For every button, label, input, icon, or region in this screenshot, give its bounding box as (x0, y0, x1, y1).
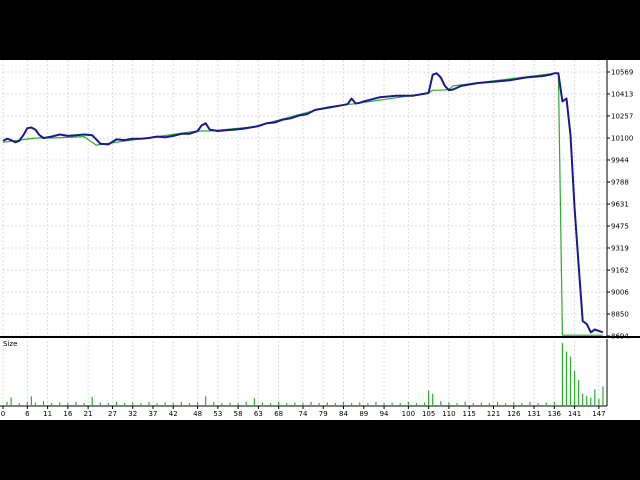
x-tick-label: 6 (25, 410, 30, 418)
x-tick-label: 147 (592, 410, 605, 418)
x-tick-label: 21 (84, 410, 93, 418)
y-tick-label: 10100 (611, 135, 633, 143)
series-lines (2, 72, 604, 336)
x-tick-label: 11 (43, 410, 52, 418)
x-tick-label: 27 (108, 410, 117, 418)
y-tick-label: 10413 (611, 90, 633, 98)
x-tick-label: 32 (128, 410, 137, 418)
y-tick-label: 10257 (611, 112, 633, 120)
x-tick-label: 74 (299, 410, 308, 418)
x-tick-label: 48 (193, 410, 202, 418)
y-tick-label: 9319 (611, 245, 629, 253)
x-tick-label: 58 (234, 410, 243, 418)
size-panel-label: Size (3, 340, 17, 348)
x-tick-label: 100 (402, 410, 415, 418)
x-tick-label: 136 (548, 410, 562, 418)
x-tick-label: 131 (527, 410, 540, 418)
x-tick-label: 53 (213, 410, 222, 418)
y-tick-label: 9006 (611, 289, 629, 297)
x-tick-label: 42 (169, 410, 178, 418)
y-axis-ticks: 10569 10413 10257 10100 9944 9788 9631 9475 9319… (607, 69, 633, 341)
sub-grid (2, 341, 600, 406)
x-tick-label: 0 (1, 410, 5, 418)
x-tick-label: 79 (319, 410, 328, 418)
y-tick-label: 9475 (611, 223, 629, 231)
x-tick-label: 141 (568, 410, 581, 418)
x-tick-label: 68 (274, 410, 283, 418)
x-tick-label: 105 (422, 410, 435, 418)
x-tick-label: 16 (63, 410, 72, 418)
y-tick-label: 10569 (611, 69, 633, 77)
size-bars (6, 343, 604, 405)
x-tick-label: 37 (149, 410, 158, 418)
x-axis-ticks: 0 6 11 16 21 27 32 37 42 48 53 58 63 68 74 79 84 89 94 100 1… (1, 406, 606, 418)
y-tick-label: 9631 (611, 201, 629, 209)
x-tick-label: 63 (254, 410, 263, 418)
x-tick-label: 84 (339, 410, 348, 418)
x-tick-label: 110 (442, 410, 455, 418)
x-tick-label: 126 (507, 410, 521, 418)
x-tick-label: 115 (462, 410, 475, 418)
balance-line (2, 72, 604, 334)
y-tick-label: 8694 (611, 333, 629, 341)
y-tick-label: 9162 (611, 267, 629, 275)
x-tick-label: 89 (359, 410, 368, 418)
x-tick-label: 94 (380, 410, 389, 418)
main-grid (2, 60, 607, 337)
chart-area: Size 10569 10413 10257 10100 9944 9788 9631 947… (0, 60, 640, 420)
y-tick-label: 9788 (611, 178, 629, 186)
balance-equity-chart: Size 10569104131025710100994497889631947… (0, 60, 640, 418)
y-tick-label: 9944 (611, 157, 629, 165)
x-tick-label: 121 (487, 410, 500, 418)
y-tick-label: 8850 (611, 311, 629, 319)
